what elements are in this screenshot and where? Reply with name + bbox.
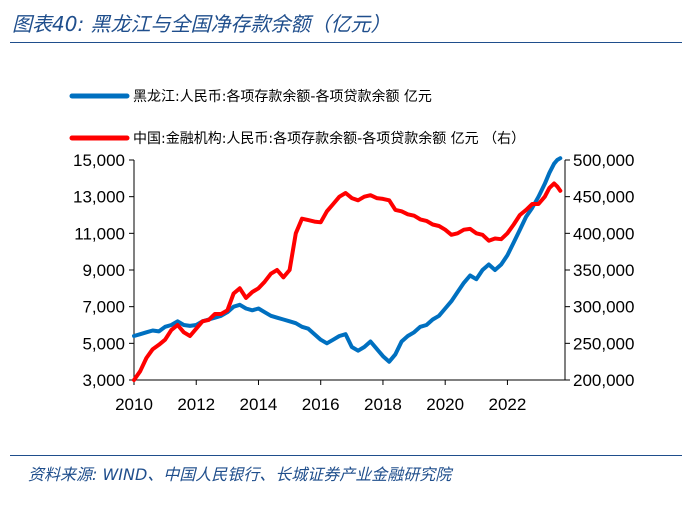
x-tick-label: 2022 (489, 395, 527, 414)
y-right-tick-label: 250,000 (573, 334, 634, 353)
y-left-tick-label: 3,000 (82, 371, 125, 390)
y-left-tick-label: 5,000 (82, 334, 125, 353)
y-left-tick-label: 7,000 (82, 298, 125, 317)
legend-label-heilongjiang: 黑龙江:人民币:各项存款余额-各项贷款余额 亿元 (133, 88, 432, 105)
source-divider (10, 455, 682, 456)
legend: 黑龙江:人民币:各项存款余额-各项贷款余额 亿元 中国:金融机构:人民币:各项存… (69, 88, 525, 147)
page-title: 图表40: 黑龙江与全国净存款余额（亿元） (12, 12, 391, 36)
x-tick-label: 2010 (115, 395, 153, 414)
legend-label-china: 中国:金融机构:人民币:各项存款余额-各项贷款余额 亿元 （右） (133, 130, 525, 147)
title-divider (10, 42, 682, 43)
y-right-tick-label: 300,000 (573, 298, 634, 317)
x-tick-label: 2018 (364, 395, 402, 414)
x-tick-label: 2012 (177, 395, 215, 414)
series-line-heilongjiang (132, 156, 563, 364)
y-left-tick-label: 13,000 (73, 188, 125, 207)
x-tick-label: 2016 (302, 395, 340, 414)
y-right-tick-label: 400,000 (573, 224, 634, 243)
series-layer (132, 156, 563, 382)
y-right-tick-label: 350,000 (573, 261, 634, 280)
y-right-tick-label: 500,000 (573, 151, 634, 170)
x-tick-label: 2014 (240, 395, 278, 414)
y-right-tick-label: 200,000 (573, 371, 634, 390)
y-right-tick-label: 450,000 (573, 188, 634, 207)
y-left-tick-label: 11,000 (74, 224, 125, 243)
source-note: 资料来源: WIND、中国人民银行、长城证券产业金融研究院 (28, 465, 452, 484)
y-left-tick-label: 15,000 (73, 151, 125, 170)
y-left-tick-label: 9,000 (82, 261, 125, 280)
x-tick-label: 2020 (426, 395, 464, 414)
axes: 3,000 5,000 7,000 9,000 11,000 13,000 15,000 20… (73, 151, 634, 414)
series-line-china (132, 181, 563, 382)
